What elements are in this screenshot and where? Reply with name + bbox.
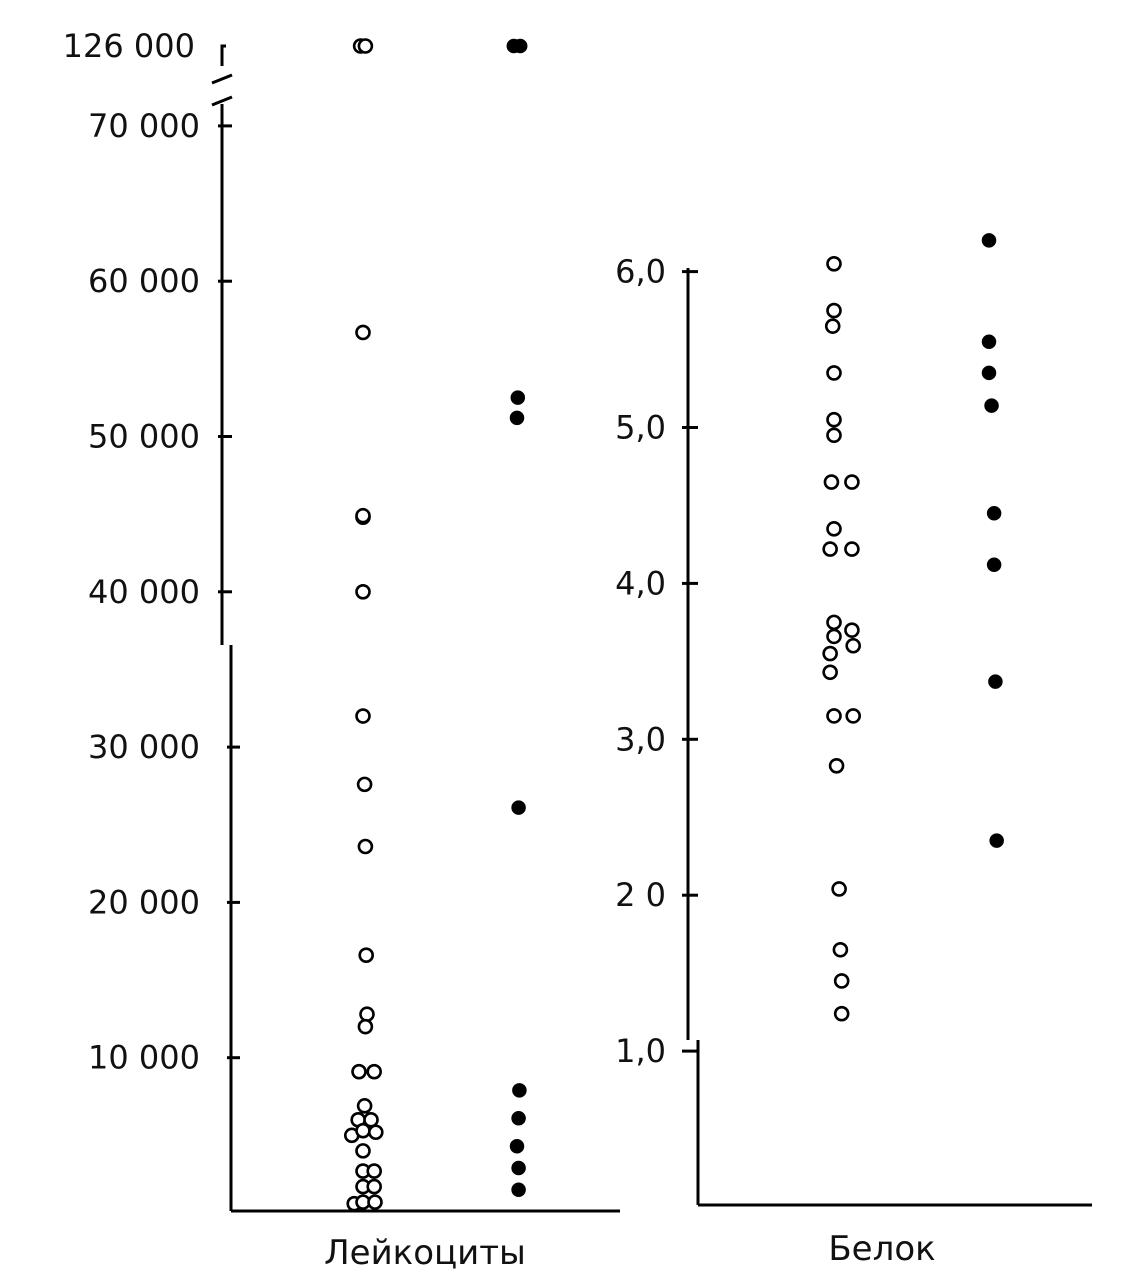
leukocyte-tick-label-1: 20 000 [88,883,200,921]
protein-open-point-4 [826,411,842,428]
protein-open-point-1 [826,302,842,319]
protein-open-point-0 [826,256,842,272]
protein-open-point-8 [826,521,842,537]
protein-open-point-16 [822,664,838,681]
protein-open-point-9 [822,541,838,557]
leukocyte-tick-label-6: 70 000 [88,107,200,145]
leukocyte-open-point-6 [355,708,371,724]
protein-tick-label-5: 6,0 [615,253,666,291]
leukocyte-break-label: 126 000 [63,27,195,65]
leukocyte-filled-point-8 [511,1160,526,1176]
protein-tick-label-1: 2 0 [615,876,666,914]
leukocyte-open-point-27 [367,1194,383,1210]
protein-open-point-23 [833,1005,850,1022]
protein-open-point-22 [833,973,850,989]
protein-tick-label-4: 5,0 [615,409,666,447]
protein-points [822,233,1004,1022]
protein-filled-point-3 [984,398,999,413]
leukocyte-open-point-24 [366,1178,383,1195]
protein-open-point-20 [831,881,847,897]
leukocyte-axes [211,44,620,1213]
protein-open-point-3 [826,365,842,381]
leukocyte-open-point-22 [366,1163,383,1179]
leukocyte-filled-point-3 [509,410,525,426]
protein-filled-point-7 [989,833,1004,848]
leukocyte-axis-break-mark-2 [211,95,233,107]
protein-filled-point-1 [981,334,997,350]
protein-filled-point-0 [981,233,997,248]
protein-filled-point-6 [988,674,1003,689]
protein-open-point-11 [826,614,842,631]
protein-filled-point-2 [981,365,997,381]
protein-open-point-15 [822,645,838,662]
protein-open-point-2 [824,318,841,334]
leukocyte-filled-point-5 [512,1083,527,1098]
protein-open-point-12 [844,622,860,638]
protein-tick-label-0: 1,0 [615,1032,666,1070]
protein-open-point-13 [826,628,842,645]
leukocyte-open-point-18 [355,1122,371,1139]
leukocyte-filled-point-2 [510,390,526,405]
protein-x-label: Белок [828,1229,935,1269]
leukocyte-open-point-20 [355,1143,371,1159]
leukocyte-open-point-10 [359,1006,375,1023]
leukocyte-tick-label-4: 50 000 [88,418,200,456]
leukocyte-open-point-19 [367,1124,384,1141]
protein-open-point-10 [844,541,860,557]
leukocyte-filled-point-9 [511,1182,526,1197]
protein-filled-point-5 [986,557,1002,572]
protein-tick-label-3: 4,0 [615,564,666,602]
protein-ticks: 1,0 2 0 3,0 4,0 5,0 6,0 [615,253,698,1070]
protein-open-point-14 [845,637,862,654]
protein-open-point-19 [828,758,845,774]
leukocyte-filled-point-4 [511,800,526,815]
leukocyte-open-point-4 [355,507,371,524]
protein-filled-point-4 [986,505,1002,521]
leukocyte-tick-label-3: 40 000 [88,573,200,611]
protein-open-point-18 [845,708,862,724]
leukocyte-tick-label-2: 30 000 [88,728,200,766]
leukocyte-open-point-11 [357,1018,374,1035]
protein-axes [686,268,1092,1207]
leukocyte-open-point-5 [355,583,371,600]
leukocyte-tick-label-5: 60 000 [88,262,200,300]
protein-open-point-21 [832,941,849,958]
leukocyte-open-point-9 [358,947,375,964]
leukocyte-axis-break-top [220,44,226,66]
leukocyte-tick-label-0: 10 000 [88,1039,200,1077]
leukocyte-open-point-14 [356,1098,373,1114]
leukocyte-open-point-8 [357,838,374,855]
leukocyte-filled-point-7 [509,1138,525,1154]
leukocyte-open-point-7 [356,776,373,793]
leukocyte-open-point-13 [366,1063,383,1080]
leukocyte-open-point-1 [357,38,374,54]
leukocyte-ticks: 10 000 20 000 30 000 40 000 50 000 60 000 70 0… [88,107,240,1077]
leukocyte-open-point-12 [351,1063,367,1080]
protein-open-point-6 [823,474,840,490]
protein-open-point-5 [826,427,842,444]
leukocyte-points [343,38,528,1212]
leukocyte-filled-point-6 [511,1111,526,1126]
protein-open-point-17 [826,708,842,724]
leukocyte-x-label: Лейкоциты [324,1233,526,1273]
leukocyte-filled-point-1 [512,38,528,54]
protein-tick-label-2: 3,0 [615,720,666,758]
leukocyte-open-point-2 [355,324,371,341]
leukocyte-axis-break-mark-1 [211,73,233,85]
protein-open-point-7 [844,474,860,490]
